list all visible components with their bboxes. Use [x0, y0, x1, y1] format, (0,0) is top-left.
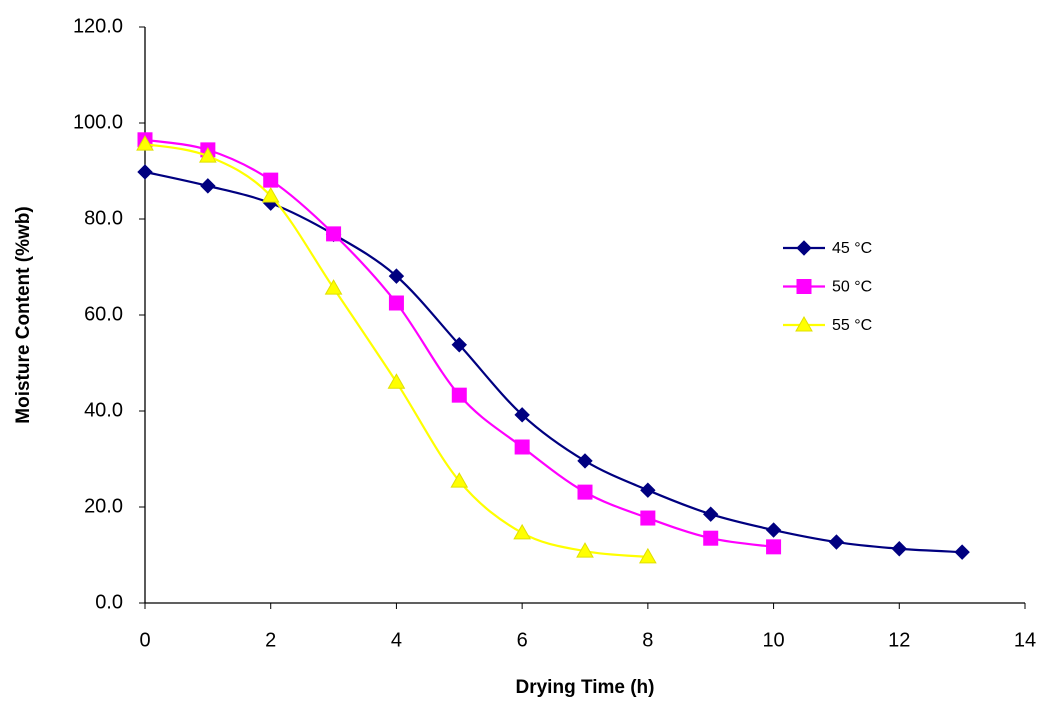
- legend-marker: [796, 240, 812, 256]
- data-point: [577, 484, 593, 500]
- data-point: [703, 506, 719, 522]
- data-point: [263, 172, 279, 188]
- x-tick-label: 6: [517, 629, 528, 651]
- x-tick-label: 4: [391, 629, 402, 651]
- data-point: [765, 522, 782, 538]
- data-point: [640, 510, 656, 526]
- x-tick-label: 2: [265, 629, 276, 651]
- x-tick-label: 0: [139, 629, 150, 651]
- data-point: [577, 453, 593, 469]
- data-point: [954, 544, 970, 560]
- data-point: [513, 523, 532, 540]
- data-point: [261, 186, 280, 203]
- y-tick-label: 20.0: [84, 495, 123, 517]
- y-tick-label: 60.0: [84, 303, 123, 325]
- y-tick-label: 0.0: [95, 591, 123, 613]
- data-point: [326, 226, 342, 242]
- data-point: [638, 547, 657, 564]
- data-point: [136, 135, 154, 151]
- legend-marker: [796, 279, 812, 294]
- data-point: [388, 295, 404, 311]
- data-point: [200, 178, 216, 194]
- data-point: [703, 530, 719, 546]
- data-point: [576, 542, 594, 558]
- data-point: [451, 387, 467, 403]
- x-axis-title: Drying Time (h): [516, 677, 655, 698]
- x-tick-label: 14: [1014, 629, 1036, 651]
- data-point: [451, 337, 467, 353]
- series-line: [144, 143, 648, 559]
- y-axis-title: Moisture Content (%wb): [13, 206, 34, 423]
- data-point: [891, 541, 907, 557]
- data-point: [514, 439, 530, 455]
- x-tick-label: 12: [888, 629, 910, 651]
- data-point: [766, 539, 782, 555]
- data-point: [137, 164, 153, 180]
- y-tick-label: 80.0: [84, 207, 123, 229]
- x-tick-label: 8: [642, 629, 653, 651]
- x-tick-label: 10: [762, 629, 784, 651]
- y-tick-label: 40.0: [84, 399, 123, 421]
- legend-label: 50 °C: [832, 279, 872, 296]
- legend-label: 45 °C: [832, 240, 872, 257]
- data-point: [198, 147, 217, 163]
- y-tick-label: 100.0: [73, 111, 123, 133]
- data-point: [388, 268, 405, 284]
- data-point: [387, 373, 406, 389]
- data-point: [450, 472, 469, 488]
- data-point: [514, 407, 530, 423]
- data-point: [828, 534, 845, 550]
- data-point: [640, 482, 656, 498]
- data-point: [324, 279, 343, 295]
- legend-label: 55 °C: [832, 317, 872, 334]
- series-line: [144, 170, 963, 554]
- legend-marker: [795, 315, 813, 332]
- y-tick-label: 120.0: [73, 15, 123, 37]
